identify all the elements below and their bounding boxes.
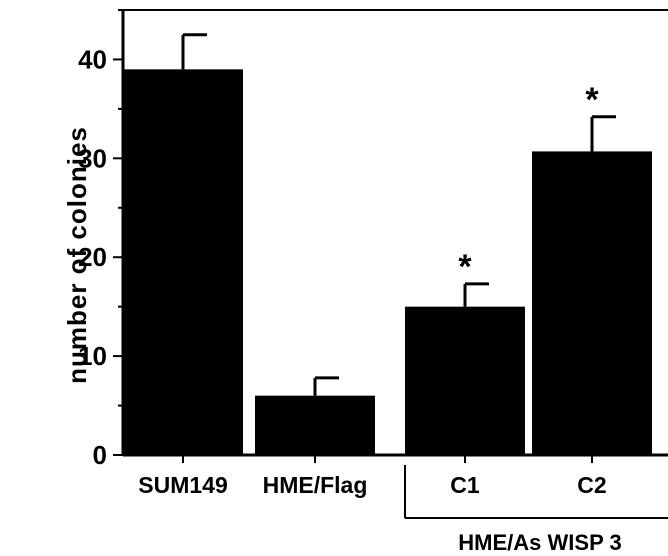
x-axis: SUM149 HME/Flag C1 C2: [138, 455, 607, 498]
y-tick-label: 30: [78, 143, 107, 173]
bar: [405, 306, 525, 455]
group-bracket: [404, 465, 668, 519]
significance-star: *: [585, 81, 599, 119]
x-tick-label: HME/Flag: [263, 472, 368, 498]
bars-group: **: [123, 33, 652, 455]
y-axis: 0 10 20 30 40: [78, 9, 123, 470]
y-tick-label: 40: [78, 44, 107, 74]
y-tick-label: 20: [78, 242, 107, 272]
x-tick-label: C2: [577, 472, 606, 498]
group-label: HME/As WISP 3: [458, 530, 621, 555]
x-tick-label: SUM149: [138, 472, 227, 498]
y-tick-label: 10: [78, 341, 107, 371]
x-tick-label: C1: [450, 472, 480, 498]
y-axis-label: number of colonies: [62, 126, 92, 384]
bar: [123, 69, 243, 455]
y-tick-label: 0: [93, 440, 107, 470]
bar: [255, 395, 375, 455]
bar: [532, 151, 652, 455]
significance-star: *: [458, 248, 472, 286]
